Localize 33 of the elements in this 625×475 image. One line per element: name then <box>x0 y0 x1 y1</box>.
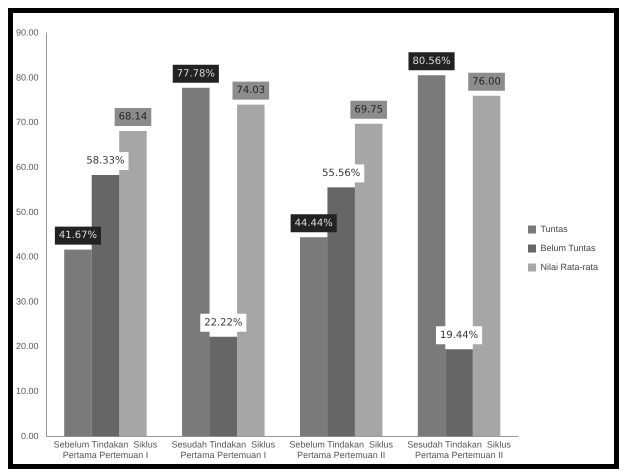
y-tick-label: 10.00 <box>16 386 39 396</box>
bar <box>445 349 473 436</box>
y-tick-label: 90.00 <box>16 27 39 38</box>
data-label: 69.75 <box>354 104 384 116</box>
data-label: 19.44% <box>440 330 478 341</box>
bar <box>210 336 238 436</box>
bar <box>300 237 328 436</box>
data-label: 77.78% <box>176 68 215 80</box>
x-tick-label: Sebelum Tindakan Siklus Pertama Pertemuan II <box>289 439 394 460</box>
y-tick-label: 0.00 <box>20 430 39 441</box>
y-tick-label: 30.00 <box>16 296 39 306</box>
x-tick-label: Sesudah Tindakan Siklus Pertama Pertemuan II <box>407 439 512 460</box>
y-tick-label: 70.00 <box>16 117 39 128</box>
y-tick-label: 40.00 <box>16 252 39 262</box>
y-tick-label: 80.00 <box>16 72 39 82</box>
x-tick-label: Sesudah Tindakan Siklus Pertama Pertemuan I <box>172 439 276 460</box>
data-label: 41.67% <box>58 230 98 242</box>
data-label: 58.33% <box>86 156 125 167</box>
legend-label: Tuntas <box>540 224 568 234</box>
legend-label: Nilai Rata-rata <box>540 262 598 272</box>
legend-label: Belum Tuntas <box>540 242 596 253</box>
y-tick-label: 20.00 <box>16 341 39 352</box>
data-label: 76.00 <box>472 76 501 88</box>
y-tick-label: 60.00 <box>16 162 39 172</box>
data-label: 74.03 <box>236 85 266 96</box>
data-label: 44.44% <box>294 218 333 229</box>
data-label: 55.56% <box>322 168 360 179</box>
x-tick-label: Sebelum Tindakan Siklus Pertama Pertemuan I <box>54 439 158 460</box>
data-label: 22.22% <box>204 317 242 328</box>
data-label: 68.14 <box>118 112 148 123</box>
y-tick-label: 50.00 <box>16 206 39 217</box>
bar <box>64 250 92 436</box>
data-label: 80.56% <box>412 56 451 67</box>
